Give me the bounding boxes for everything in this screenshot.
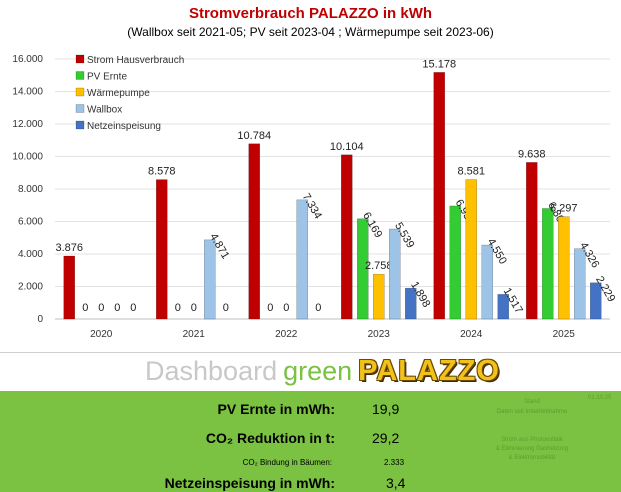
- chart-area: Stromverbrauch PALAZZO in kWh (Wallbox s…: [12, 5, 617, 340]
- legend-entry: Wallbox: [87, 105, 122, 116]
- info-line-3: & Elektromobilität: [508, 455, 556, 461]
- legend-swatch: [75, 71, 85, 80]
- bar: [590, 282, 602, 320]
- y-tick-label: 14.000: [12, 87, 43, 98]
- y-tick-label: 16.000: [12, 54, 43, 65]
- brand-banner: Dashboard green PALAZZO: [0, 353, 621, 391]
- stand-text: Stand: [524, 399, 540, 405]
- data-label: 0: [130, 302, 136, 314]
- feed-value: 3,4: [386, 475, 406, 491]
- trees-value: 2.333: [384, 458, 405, 467]
- y-tick-label: 10.000: [12, 152, 43, 163]
- data-label: 2.758: [365, 260, 393, 272]
- data-label: 0: [315, 302, 321, 314]
- bar: [373, 273, 385, 320]
- bar: [497, 294, 509, 320]
- data-label: 0: [191, 302, 197, 314]
- stats-panel: PV Ernte in mWh: 19,9 CO₂ Reduktion in t…: [0, 391, 621, 492]
- chart-title: Stromverbrauch PALAZZO in kWh: [188, 5, 433, 22]
- bar: [465, 179, 477, 320]
- legend-swatch: [75, 104, 85, 113]
- data-label: 3.876: [55, 242, 83, 254]
- x-tick-label: 2025: [553, 329, 576, 340]
- bar: [574, 248, 586, 320]
- legend-swatch: [75, 120, 85, 130]
- x-tick-label: 2020: [90, 329, 113, 340]
- bar: [449, 205, 461, 320]
- data-label: 0: [114, 302, 120, 314]
- trees-label: CO₂ Bindung in Bäumen:: [242, 458, 332, 467]
- data-label: 15.178: [422, 58, 456, 70]
- data-label: 0: [223, 302, 229, 314]
- bar: [341, 154, 353, 320]
- y-tick-label: 2.000: [18, 282, 43, 293]
- bar: [357, 218, 369, 320]
- bar: [296, 199, 308, 320]
- info-line-1: Strom aus Photovoltaik: [501, 437, 563, 443]
- chart-subtitle: (Wallbox seit 2021-05; PV seit 2023-04 ;…: [127, 25, 494, 39]
- data-label: 9.638: [518, 148, 546, 160]
- feed-label: Netzeinspeisung in mWh:: [164, 475, 335, 491]
- x-tick-label: 2023: [368, 329, 391, 340]
- legend-entry: Strom Hausverbrauch: [87, 55, 184, 66]
- data-label: 0: [267, 302, 273, 314]
- x-tick-label: 2021: [183, 329, 206, 340]
- bar: [405, 287, 417, 320]
- legend-swatch: [75, 87, 85, 97]
- bar: [156, 179, 168, 320]
- y-tick-label: 6.000: [18, 217, 43, 228]
- data-label: 0: [175, 302, 181, 314]
- legend-entry: Wärmepumpe: [87, 88, 150, 99]
- bar: [63, 255, 75, 320]
- bar: [248, 143, 260, 320]
- since-text: Daten seit Inbetriebnahme: [496, 409, 568, 415]
- legend-swatch: [75, 54, 85, 64]
- info-line-2: & Eliminierung Gasheizung: [495, 446, 569, 452]
- data-label: 0: [283, 302, 289, 314]
- data-label: 8.578: [148, 166, 176, 178]
- co2-value: 29,2: [372, 430, 400, 446]
- bar: [526, 162, 538, 320]
- data-label: 0: [82, 302, 88, 314]
- x-tick-label: 2024: [460, 329, 483, 340]
- y-tick-label: 0: [37, 314, 43, 325]
- bar-chart: 0 2.000 4.000 6.000 8.000 10.000 12.000 14.000 1…: [12, 54, 617, 340]
- data-label: 0: [98, 302, 104, 314]
- bar: [542, 208, 554, 320]
- data-label: 10.784: [237, 130, 271, 142]
- bar: [204, 239, 216, 320]
- brand-dashboard-text: Dashboard: [145, 356, 278, 386]
- bar: [433, 72, 445, 320]
- divider: [0, 352, 621, 353]
- data-label: 10.104: [330, 141, 364, 153]
- brand-palazzo-logo: PALAZZO: [358, 355, 500, 387]
- pv-label: PV Ernte in mWh:: [217, 401, 335, 417]
- pv-value: 19,9: [372, 401, 400, 417]
- bar: [558, 216, 570, 320]
- bar: [389, 228, 401, 320]
- legend-entry: PV Ernte: [87, 72, 127, 83]
- bar: [481, 244, 493, 320]
- legend-entry: Netzeinspeisung: [87, 121, 161, 132]
- y-tick-label: 4.000: [18, 249, 43, 260]
- x-tick-label: 2022: [275, 329, 298, 340]
- co2-label: CO₂ Reduktion in t:: [205, 430, 335, 446]
- date-text: 01.10.25: [588, 395, 612, 401]
- data-label: 8.581: [457, 166, 485, 178]
- brand-green-text: green: [283, 356, 353, 386]
- y-tick-label: 8.000: [18, 184, 43, 195]
- y-tick-label: 12.000: [12, 119, 43, 130]
- data-label: 6.297: [550, 203, 578, 215]
